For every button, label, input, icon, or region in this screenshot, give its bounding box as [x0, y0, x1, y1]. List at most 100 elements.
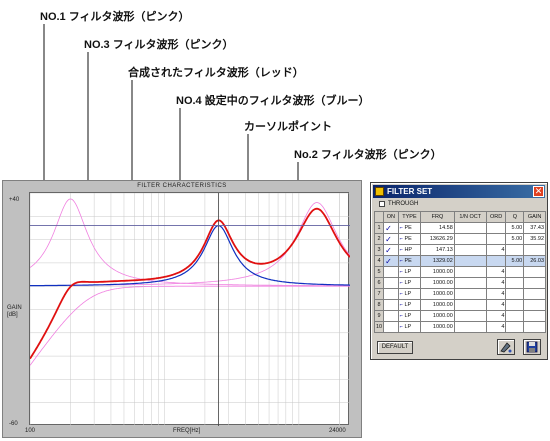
type-cell[interactable]: ⌐ HP [397, 244, 422, 256]
q-cell[interactable] [505, 244, 525, 256]
q-cell[interactable] [505, 277, 525, 289]
gain-cell[interactable]: 37.43 [523, 222, 546, 234]
ord-cell[interactable]: 4 [485, 266, 507, 278]
gain-cell[interactable] [523, 299, 546, 311]
frq-cell[interactable]: 147.13 [420, 244, 455, 256]
filter-row-6[interactable]: 6 ⌐ LP 1000.00 4 [373, 277, 546, 289]
frq-cell[interactable]: 1000.00 [420, 310, 455, 322]
frq-cell[interactable]: 1000.00 [420, 321, 455, 333]
ord-cell[interactable]: 4 [485, 288, 507, 300]
type-cell[interactable]: ⌐ LP [397, 266, 422, 278]
oct-cell[interactable] [453, 244, 487, 256]
q-cell[interactable] [505, 310, 525, 322]
on-checkbox[interactable]: ✓ [383, 255, 399, 267]
q-cell[interactable] [505, 321, 525, 333]
frq-cell[interactable]: 14.58 [420, 222, 455, 234]
on-checkbox[interactable] [383, 266, 399, 278]
frq-cell[interactable]: 1000.00 [420, 277, 455, 289]
on-checkbox[interactable]: ✓ [383, 244, 399, 256]
ord-cell[interactable]: 4 [485, 321, 507, 333]
q-cell[interactable]: 5.00 [505, 233, 525, 245]
on-checkbox[interactable] [383, 288, 399, 300]
gain-cell[interactable]: 35.92 [523, 233, 546, 245]
oct-cell[interactable] [453, 321, 487, 333]
filter-row-2[interactable]: 2 ✓ ⌐ PE 13626.29 5.00 35.92 [373, 233, 546, 245]
filter-row-5[interactable]: 5 ⌐ LP 1000.00 4 [373, 266, 546, 278]
on-checkbox[interactable] [383, 277, 399, 289]
on-checkbox[interactable] [383, 321, 399, 333]
filter-type-icon: ⌐ [399, 291, 405, 297]
type-cell-text: LP [404, 269, 412, 275]
on-checkbox[interactable]: ✓ [383, 233, 399, 245]
filter-row-3[interactable]: 3 ✓ ⌐ HP 147.13 4 [373, 244, 546, 256]
oct-cell[interactable] [453, 266, 487, 278]
oct-cell[interactable] [453, 222, 487, 234]
through-checkbox-row[interactable]: THROUGH [379, 201, 418, 207]
filter-row-8[interactable]: 8 ⌐ LP 1000.00 4 [373, 299, 546, 311]
ord-cell[interactable] [485, 255, 507, 267]
oct-cell[interactable] [453, 233, 487, 245]
oct-cell[interactable] [453, 277, 487, 289]
default-button[interactable]: DEFAULT [377, 341, 413, 354]
row-index: 2 [373, 233, 385, 245]
frq-cell-text: 1000.00 [432, 302, 453, 308]
gain-cell[interactable] [523, 288, 546, 300]
filter-row-9[interactable]: 9 ⌐ LP 1000.00 4 [373, 310, 546, 322]
ord-cell[interactable]: 4 [485, 244, 507, 256]
on-checkbox[interactable]: ✓ [383, 222, 399, 234]
gain-cell[interactable] [523, 310, 546, 322]
save-button[interactable] [523, 339, 541, 355]
type-cell[interactable]: ⌐ PE [397, 255, 422, 267]
ord-cell[interactable] [485, 233, 507, 245]
frq-cell[interactable]: 1329.02 [420, 255, 455, 267]
through-checkbox[interactable] [379, 201, 385, 207]
gain-cell[interactable] [523, 321, 546, 333]
q-cell[interactable] [505, 288, 525, 300]
type-cell[interactable]: ⌐ PE [397, 222, 422, 234]
ord-cell[interactable]: 4 [485, 310, 507, 322]
q-cell[interactable]: 5.00 [505, 255, 525, 267]
on-checkbox[interactable] [383, 299, 399, 311]
type-cell[interactable]: ⌐ LP [397, 277, 422, 289]
filter-type-icon: ⌐ [399, 269, 405, 275]
filter-row-7[interactable]: 7 ⌐ LP 1000.00 4 [373, 288, 546, 300]
type-cell[interactable]: ⌐ LP [397, 310, 422, 322]
type-cell[interactable]: ⌐ LP [397, 288, 422, 300]
gain-cell[interactable] [523, 244, 546, 256]
close-button[interactable]: ✕ [533, 186, 544, 197]
type-cell[interactable]: ⌐ PE [397, 233, 422, 245]
filter-row-10[interactable]: 10 ⌐ LP 1000.00 4 [373, 321, 546, 333]
row-index: 9 [373, 310, 385, 322]
oct-cell[interactable] [453, 255, 487, 267]
q-cell[interactable] [505, 299, 525, 311]
oct-cell[interactable] [453, 288, 487, 300]
filter-2-curve [30, 202, 350, 286]
oct-cell[interactable] [453, 299, 487, 311]
frq-cell[interactable]: 13626.29 [420, 233, 455, 245]
ord-cell[interactable]: 4 [485, 299, 507, 311]
oct-cell[interactable] [453, 310, 487, 322]
filter-row-1[interactable]: 1 ✓ ⌐ PE 14.58 5.00 37.43 [373, 222, 546, 234]
frq-cell[interactable]: 1000.00 [420, 266, 455, 278]
x-right-label: 24000 [329, 428, 346, 434]
frq-cell[interactable]: 1000.00 [420, 299, 455, 311]
col-on: ON [383, 211, 399, 223]
type-cell[interactable]: ⌐ LP [397, 321, 422, 333]
filter-row-4[interactable]: 4 ✓ ⌐ PE 1329.02 5.00 26.03 [373, 255, 546, 267]
type-cell-text: LP [404, 324, 412, 330]
type-cell[interactable]: ⌐ LP [397, 299, 422, 311]
gain-cell[interactable] [523, 266, 546, 278]
gain-cell[interactable]: 26.03 [523, 255, 546, 267]
frq-cell[interactable]: 1000.00 [420, 288, 455, 300]
frequency-response-plot[interactable] [29, 192, 350, 426]
ord-cell[interactable] [485, 222, 507, 234]
q-cell[interactable] [505, 266, 525, 278]
paint-button[interactable] [497, 339, 515, 355]
row-index-text: 8 [377, 302, 381, 308]
q-cell[interactable]: 5.00 [505, 222, 525, 234]
dialog-titlebar[interactable]: FILTER SET ✕ [373, 185, 545, 198]
on-checkbox[interactable] [383, 310, 399, 322]
gain-cell[interactable] [523, 277, 546, 289]
row-index: 1 [373, 222, 385, 234]
ord-cell[interactable]: 4 [485, 277, 507, 289]
